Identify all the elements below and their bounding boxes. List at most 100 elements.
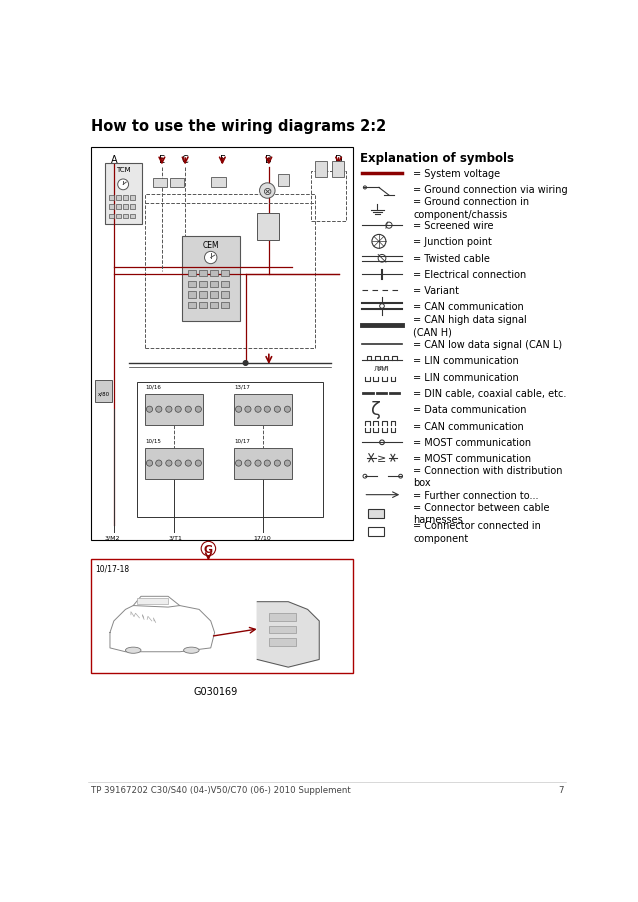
Circle shape — [274, 407, 281, 413]
Circle shape — [156, 461, 162, 466]
Bar — [234, 394, 292, 425]
Bar — [116, 196, 121, 200]
Bar — [211, 178, 226, 189]
Circle shape — [260, 184, 275, 199]
Circle shape — [166, 407, 172, 413]
Text: = Connector between cable
harnesses: = Connector between cable harnesses — [413, 502, 549, 525]
Text: E: E — [159, 154, 165, 164]
Text: A: A — [110, 154, 117, 164]
Bar — [105, 163, 142, 226]
Text: = Connector connected in
component: = Connector connected in component — [413, 520, 541, 543]
Circle shape — [205, 252, 217, 264]
Circle shape — [255, 461, 261, 466]
Circle shape — [235, 407, 242, 413]
Bar — [257, 214, 279, 241]
Bar — [188, 292, 196, 299]
Text: = Electrical connection: = Electrical connection — [413, 271, 526, 281]
Text: = Connection with distribution
box: = Connection with distribution box — [413, 465, 563, 488]
Circle shape — [146, 407, 152, 413]
Bar — [210, 303, 218, 309]
Bar — [145, 394, 203, 425]
Bar — [95, 381, 112, 402]
Text: = Twisted cable: = Twisted cable — [413, 254, 490, 264]
Text: 17/10: 17/10 — [253, 535, 271, 540]
Bar — [210, 292, 218, 299]
Polygon shape — [257, 602, 319, 667]
Text: ⊗: ⊗ — [263, 187, 272, 197]
Circle shape — [380, 440, 384, 445]
Text: = MOST communication: = MOST communication — [413, 437, 531, 447]
Text: = Ground connection in
component/chassis: = Ground connection in component/chassis — [413, 197, 529, 219]
Circle shape — [264, 461, 271, 466]
Bar — [368, 528, 383, 537]
Text: ЛЛЛ: ЛЛЛ — [374, 365, 390, 372]
Bar — [170, 179, 184, 189]
Bar — [152, 179, 167, 189]
Text: = Junction point: = Junction point — [413, 237, 492, 247]
Text: = CAN communication: = CAN communication — [413, 301, 524, 312]
Bar — [116, 205, 121, 210]
Circle shape — [185, 461, 191, 466]
Bar — [368, 509, 383, 518]
Text: = Screened wire: = Screened wire — [413, 221, 494, 231]
Circle shape — [245, 407, 251, 413]
Bar — [145, 448, 203, 479]
Bar — [188, 303, 196, 309]
Bar — [221, 281, 228, 288]
Circle shape — [274, 461, 281, 466]
Bar — [210, 271, 218, 277]
Bar — [199, 281, 207, 288]
Bar — [130, 205, 135, 210]
Bar — [199, 271, 207, 277]
Text: G: G — [204, 544, 213, 554]
Text: 10/16: 10/16 — [145, 384, 161, 389]
Bar — [269, 613, 296, 621]
Text: 7: 7 — [558, 785, 563, 794]
Bar — [234, 448, 292, 479]
Text: = Further connection to...: = Further connection to... — [413, 490, 538, 500]
Circle shape — [380, 304, 384, 309]
Bar — [145, 195, 315, 348]
Text: 10/17: 10/17 — [234, 437, 250, 443]
Circle shape — [175, 461, 181, 466]
Text: 3/M2: 3/M2 — [105, 535, 120, 540]
Text: Explanation of symbols: Explanation of symbols — [360, 152, 514, 165]
Bar — [269, 639, 296, 646]
Text: = CAN communication: = CAN communication — [413, 421, 524, 432]
Circle shape — [364, 187, 366, 189]
Circle shape — [255, 407, 261, 413]
Bar — [199, 292, 207, 299]
Bar — [221, 292, 228, 299]
Text: 10/17-18: 10/17-18 — [95, 565, 130, 574]
Bar — [210, 281, 218, 288]
Text: = DIN cable, coaxial cable, etc.: = DIN cable, coaxial cable, etc. — [413, 389, 567, 399]
Bar — [311, 171, 346, 221]
Circle shape — [195, 407, 202, 413]
Text: = System voltage: = System voltage — [413, 169, 500, 179]
Circle shape — [195, 461, 202, 466]
Text: = LIN communication: = LIN communication — [413, 373, 519, 382]
Bar — [269, 626, 296, 633]
Text: 3/T1: 3/T1 — [168, 535, 182, 540]
Text: 13/17: 13/17 — [234, 384, 250, 389]
Circle shape — [156, 407, 162, 413]
Text: TCM: TCM — [116, 167, 130, 172]
Bar — [109, 196, 114, 200]
Text: C: C — [182, 154, 188, 164]
Circle shape — [399, 474, 403, 479]
Text: F: F — [219, 154, 225, 164]
Bar — [332, 162, 344, 178]
Bar — [221, 303, 228, 309]
Bar — [91, 560, 353, 674]
Bar — [188, 281, 196, 288]
Bar — [116, 215, 121, 219]
Circle shape — [146, 461, 152, 466]
Bar — [221, 271, 228, 277]
Circle shape — [245, 461, 251, 466]
Text: 10/15: 10/15 — [145, 437, 161, 443]
Circle shape — [175, 407, 181, 413]
Circle shape — [386, 223, 392, 229]
Bar — [137, 382, 323, 518]
Text: ≥: ≥ — [377, 453, 387, 464]
Text: CEM: CEM — [202, 241, 219, 250]
